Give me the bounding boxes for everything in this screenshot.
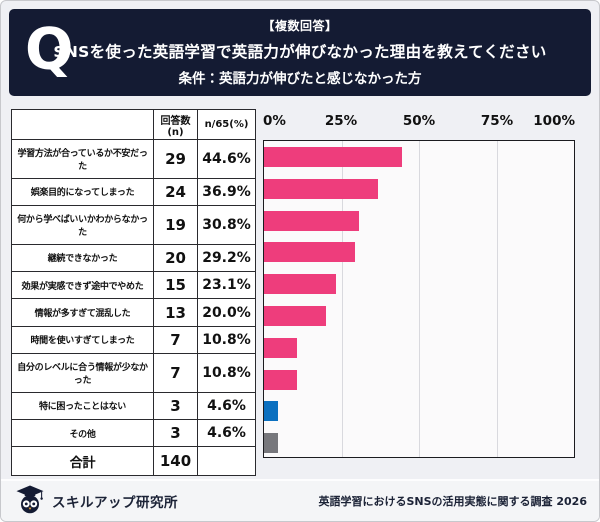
table-cell-pct: 10.8% (197, 352, 256, 393)
bar-row (264, 268, 574, 300)
total-pct (197, 446, 256, 476)
table-cell-label: 何から学べばいいかわからなかった (11, 205, 154, 245)
table-row: 効果が実感できず途中でやめた 15 23.1% (11, 271, 256, 300)
table-cell-n: 29 (153, 139, 198, 179)
table-cell-n: 19 (153, 205, 198, 245)
table-cell-pct: 36.9% (197, 177, 256, 207)
table-cell-label: 時間を使いすぎてしまった (11, 325, 154, 354)
table-cell-label: 継続できなかった (11, 243, 154, 273)
chart-x-axis: 0% 25% 50% 75% 100% (263, 113, 575, 135)
bar-row (264, 205, 574, 237)
table-row: 継続できなかった 20 29.2% (11, 243, 256, 273)
bar-row (264, 141, 574, 173)
table-cell-n: 7 (153, 325, 198, 354)
table-cell-pct: 10.8% (197, 325, 256, 354)
question-title: SNSを使った英語学習で英語力が伸びなかった理由を教えてください (53, 43, 547, 61)
table-cell-n: 3 (153, 418, 198, 448)
table-cell-n: 7 (153, 352, 198, 393)
table-total-row: 合計 140 (11, 446, 256, 476)
footer: スキルアップ研究所 英語学習におけるSNSの活用実態に関する調査 2026 (1, 479, 599, 521)
q-mark-logo: Q (25, 16, 74, 83)
table-cell-pct: 20.0% (197, 298, 256, 327)
table-cell-label: 特に困ったことはない (11, 391, 154, 420)
table-row: 特に困ったことはない 3 4.6% (11, 391, 256, 420)
owl-logo-icon (15, 484, 45, 518)
table-cell-n: 13 (153, 298, 198, 327)
table-cell-n: 24 (153, 177, 198, 207)
bar-3 (264, 242, 355, 263)
bar-6 (264, 337, 298, 358)
bar-chart-plot (263, 140, 575, 458)
table-row: その他 3 4.6% (11, 418, 256, 448)
table-cell-n: 15 (153, 271, 198, 300)
table-cell-label: 効果が実感できず途中でやめた (11, 271, 154, 300)
table-cell-label: その他 (11, 418, 154, 448)
table-cell-pct: 4.6% (197, 418, 256, 448)
survey-source-text: 英語学習におけるSNSの活用実態に関する調査 2026 (318, 495, 588, 508)
table-cell-label: 自分のレベルに合う情報が少なかった (11, 352, 154, 393)
bar-row (264, 173, 574, 205)
gridline (341, 141, 343, 457)
brand-name: スキルアップ研究所 (52, 495, 178, 511)
x-axis-tick: 50% (402, 113, 436, 129)
column-header-label (11, 109, 154, 140)
total-label: 合計 (11, 446, 154, 476)
bar-row (264, 300, 574, 332)
bar-4 (264, 274, 336, 295)
bar-0 (264, 147, 403, 167)
x-axis-tick: 0% (263, 113, 286, 129)
results-table: 回答数(n) n/65(%) 学習方法が合っているか不安だった 29 44.6% 娯楽… (11, 109, 256, 476)
table-cell-pct: 23.1% (197, 271, 256, 300)
bar-row (264, 395, 574, 427)
table-header-row: 回答数(n) n/65(%) (11, 109, 256, 140)
table-row: 情報が多すぎて混乱した 13 20.0% (11, 298, 256, 327)
column-header-pct: n/65(%) (197, 109, 256, 140)
multiple-answer-tag: 【複数回答】 (262, 19, 338, 33)
table-row: 学習方法が合っているか不安だった 29 44.6% (11, 139, 256, 179)
x-axis-tick: 25% (324, 113, 358, 129)
bar-9 (264, 433, 279, 454)
x-axis-tick: 100% (533, 113, 575, 129)
x-axis-tick: 75% (480, 113, 514, 129)
table-row: 何から学べばいいかわからなかった 19 30.8% (11, 205, 256, 245)
bar-1 (264, 178, 379, 199)
total-n: 140 (153, 446, 198, 476)
question-condition: 条件：英語力が伸びたと感じなかった方 (178, 71, 422, 87)
gridline (496, 141, 498, 457)
table-cell-pct: 30.8% (197, 205, 256, 245)
bar-5 (264, 305, 326, 326)
table-cell-label: 学習方法が合っているか不安だった (11, 139, 154, 179)
bar-row (264, 364, 574, 396)
table-cell-n: 3 (153, 391, 198, 420)
table-cell-pct: 4.6% (197, 391, 256, 420)
table-cell-pct: 29.2% (197, 243, 256, 273)
table-cell-label: 情報が多すぎて混乱した (11, 298, 154, 327)
question-header: Q 【複数回答】 SNSを使った英語学習で英語力が伸びなかった理由を教えてくださ… (9, 9, 591, 96)
table-row: 時間を使いすぎてしまった 7 10.8% (11, 325, 256, 354)
table-row: 娯楽目的になってしまった 24 36.9% (11, 177, 256, 207)
brand: スキルアップ研究所 (15, 484, 178, 518)
bar-2 (264, 210, 360, 231)
bar-7 (264, 369, 298, 390)
bar-row (264, 236, 574, 268)
table-cell-label: 娯楽目的になってしまった (11, 177, 154, 207)
column-header-n: 回答数(n) (153, 109, 198, 140)
table-cell-pct: 44.6% (197, 139, 256, 179)
table-cell-n: 20 (153, 243, 198, 273)
bar-8 (264, 401, 279, 422)
header-texts: 【複数回答】 SNSを使った英語学習で英語力が伸びなかった理由を教えてください … (9, 9, 591, 87)
table-row: 自分のレベルに合う情報が少なかった 7 10.8% (11, 352, 256, 393)
bar-row (264, 427, 574, 459)
bar-row (264, 332, 574, 364)
gridline (419, 141, 420, 457)
